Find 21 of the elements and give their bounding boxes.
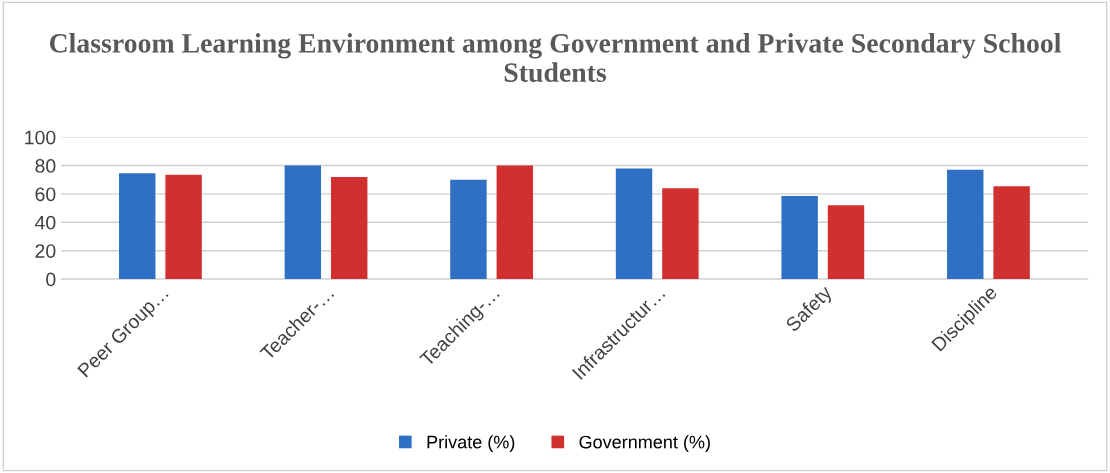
bar xyxy=(947,169,984,280)
bar xyxy=(284,165,322,280)
bar xyxy=(827,205,865,280)
chart-title: Classroom Learning Environment among Government and Private Secondary School Students xyxy=(49,33,1061,82)
bar xyxy=(662,188,699,280)
bar xyxy=(165,174,202,280)
bar xyxy=(450,179,487,280)
bar xyxy=(496,165,534,280)
bar xyxy=(615,168,653,280)
y-tick-label: 40 xyxy=(35,215,56,230)
bar xyxy=(119,173,156,280)
y-tick-label: 60 xyxy=(35,187,56,202)
y-tick-label: 80 xyxy=(35,159,56,173)
legend-label: Government (%) xyxy=(579,435,710,453)
bar xyxy=(330,176,368,280)
legend-label: Private (%) xyxy=(427,435,515,453)
bar xyxy=(993,186,1030,280)
bar xyxy=(781,196,818,280)
y-tick-label: 0 xyxy=(46,272,56,287)
y-tick-label: 100 xyxy=(25,130,56,145)
y-tick-label: 20 xyxy=(35,244,56,258)
